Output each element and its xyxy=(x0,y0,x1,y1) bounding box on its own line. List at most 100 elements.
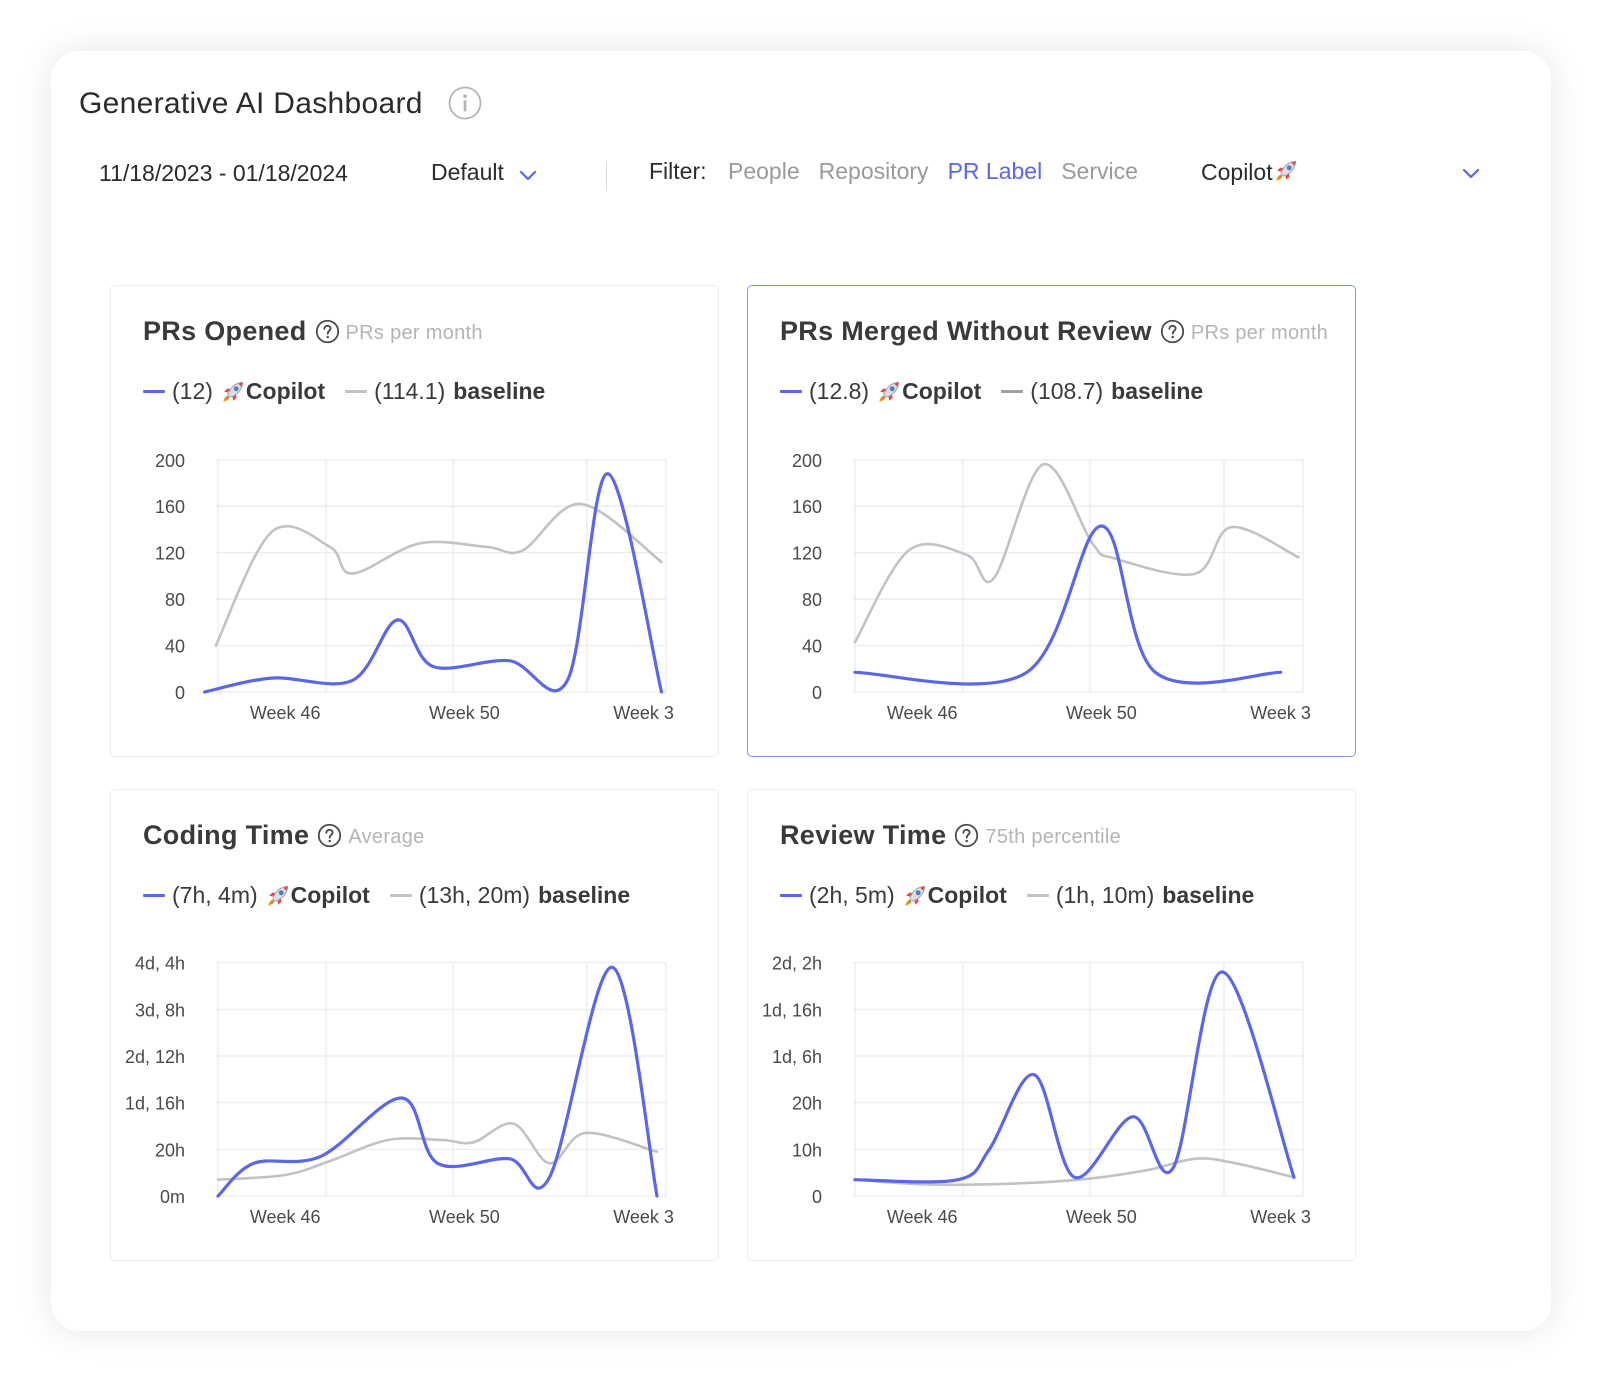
filter-tab-repository[interactable]: Repository xyxy=(818,158,929,184)
legend-swatch xyxy=(389,894,412,897)
series-line-copilot xyxy=(203,472,664,694)
y-tick-label: 200 xyxy=(155,451,185,471)
filter-value-dropdown[interactable]: Copilot xyxy=(1201,159,1298,186)
filter-tabs: People Repository PR Label Service xyxy=(728,158,1138,185)
rocket-icon xyxy=(1274,159,1298,183)
line-chart-prs-merged-without-review: 0 40 80 120 160 200 Week 46 Week 50 Week 3 xyxy=(792,451,1311,723)
legend-swatch xyxy=(1026,894,1049,897)
x-tick-label: Week 3 xyxy=(613,1207,674,1227)
y-tick-label: 200 xyxy=(792,451,822,471)
y-tick-label: 80 xyxy=(802,590,822,610)
y-tick-label: 20h xyxy=(792,1094,822,1114)
legend-value: (2h, 5m) xyxy=(809,882,895,908)
legend-swatch xyxy=(143,894,165,897)
card-subtitle: PRs per month xyxy=(1190,322,1329,344)
y-tick-label: 0 xyxy=(812,1187,822,1207)
chart-card-prs-merged-without-review[interactable]: PRs Merged Without Review PRs per month … xyxy=(747,285,1356,757)
y-tick-label: 120 xyxy=(792,544,822,564)
y-tick-label: 4d, 4h xyxy=(135,954,185,974)
legend-swatch xyxy=(143,390,165,393)
card-title: PRs Merged Without Review xyxy=(780,316,1152,346)
series-line-baseline xyxy=(214,502,663,647)
card-title: Review Time xyxy=(780,820,947,850)
x-tick-label: Week 50 xyxy=(429,1207,500,1227)
y-tick-label: 10h xyxy=(792,1140,822,1160)
chevron-down-icon xyxy=(518,169,538,183)
legend-swatch xyxy=(780,894,802,897)
series-line-copilot xyxy=(216,965,659,1198)
legend-value: (12) xyxy=(172,378,213,404)
y-tick-label: 2d, 12h xyxy=(125,1047,185,1067)
card-subtitle: Average xyxy=(348,826,425,848)
x-tick-label: Week 50 xyxy=(1066,703,1137,723)
y-tick-label: 1d, 6h xyxy=(772,1047,822,1067)
y-tick-label: 40 xyxy=(165,637,185,657)
legend-value: (1h, 10m) xyxy=(1055,882,1155,908)
legend-name: baseline xyxy=(1162,882,1255,908)
filter-tab-service[interactable]: Service xyxy=(1061,158,1138,184)
y-tick-label: 160 xyxy=(792,497,822,517)
legend-swatch xyxy=(345,390,368,393)
filter-tab-people[interactable]: People xyxy=(728,158,800,184)
y-tick-label: 2d, 2h xyxy=(772,954,822,974)
x-tick-label: Week 46 xyxy=(887,1207,958,1227)
legend-name: Copilot xyxy=(245,378,326,404)
legend-item-baseline[interactable]: (1h, 10m) baseline xyxy=(1026,882,1255,909)
card-header: PRs Merged Without Review PRs per month xyxy=(780,316,1328,347)
card-subtitle: 75th percentile xyxy=(985,826,1122,848)
toolbar-divider xyxy=(606,161,607,191)
x-tick-label: Week 50 xyxy=(429,703,500,723)
y-tick-label: 1d, 16h xyxy=(125,1094,185,1114)
y-tick-label: 20h xyxy=(155,1140,185,1160)
x-tick-label: Week 3 xyxy=(1250,703,1311,723)
legend-item-copilot[interactable]: (12.8) Copilot xyxy=(780,378,981,405)
card-header: Review Time 75th percentile xyxy=(780,820,1121,851)
legend-item-copilot[interactable]: (7h, 4m) Copilot xyxy=(143,882,370,909)
chart-legend: (7h, 4m) Copilot (13h, 20m) baseline xyxy=(143,882,650,909)
info-circle-icon[interactable] xyxy=(448,86,482,120)
legend-value: (12.8) xyxy=(809,378,870,404)
y-tick-label: 80 xyxy=(165,590,185,610)
legend-name: Copilot xyxy=(290,882,370,908)
dashboard-card: Generative AI Dashboard 11/18/2023 - 01/… xyxy=(51,51,1551,1331)
filter-tab-pr-label[interactable]: PR Label xyxy=(947,158,1043,184)
y-tick-label: 160 xyxy=(155,497,185,517)
series-line-baseline xyxy=(853,463,1300,644)
chart-legend: (12.8) Copilot (108.7) baseline xyxy=(780,378,1223,405)
y-tick-label: 120 xyxy=(155,544,185,564)
x-tick-label: Week 46 xyxy=(887,703,958,723)
card-header: Coding Time Average xyxy=(143,820,425,851)
x-tick-label: Week 3 xyxy=(613,703,674,723)
line-chart-prs-opened: 0 40 80 120 160 200 Week 46 Week 50 Week 3 xyxy=(155,451,674,723)
legend-item-copilot[interactable]: (12) Copilot xyxy=(143,378,325,405)
line-chart-review-time: 0 10h 20h 1d, 6h 1d, 16h 2d, 2h Week 46 Week 50… xyxy=(762,954,1311,1227)
page-title: Generative AI Dashboard xyxy=(79,87,423,120)
y-tick-label: 0m xyxy=(160,1187,185,1207)
series-line-baseline xyxy=(853,1157,1296,1187)
legend-item-baseline[interactable]: (13h, 20m) baseline xyxy=(389,882,631,909)
legend-item-baseline[interactable]: (108.7) baseline xyxy=(1001,378,1203,405)
legend-name: baseline xyxy=(538,882,631,908)
legend-swatch xyxy=(780,390,802,393)
legend-value: (13h, 20m) xyxy=(418,882,531,908)
y-tick-label: 0 xyxy=(812,683,822,703)
card-header: PRs Opened PRs per month xyxy=(143,316,483,347)
chart-legend: (2h, 5m) Copilot (1h, 10m) baseline xyxy=(780,882,1274,909)
y-tick-label: 1d, 16h xyxy=(762,1000,822,1020)
preset-label: Default xyxy=(431,159,504,185)
x-tick-label: Week 50 xyxy=(1066,1207,1137,1227)
legend-item-copilot[interactable]: (2h, 5m) Copilot xyxy=(780,882,1007,909)
x-tick-label: Week 3 xyxy=(1250,1207,1311,1227)
legend-item-baseline[interactable]: (114.1) baseline xyxy=(345,378,545,405)
chevron-down-icon[interactable] xyxy=(1461,167,1481,181)
date-range-picker[interactable]: 11/18/2023 - 01/18/2024 xyxy=(99,160,348,186)
preset-dropdown[interactable]: Default xyxy=(431,159,538,186)
filter-label: Filter: xyxy=(649,158,707,184)
card-title: PRs Opened xyxy=(143,316,307,346)
chart-card-review-time: Review Time 75th percentile (2h, 5m) Cop… xyxy=(747,789,1356,1261)
legend-swatch xyxy=(1001,390,1024,393)
y-tick-label: 0 xyxy=(175,683,185,703)
card-title: Coding Time xyxy=(143,820,310,850)
legend-value: (7h, 4m) xyxy=(172,882,258,908)
legend-name: Copilot xyxy=(902,378,982,404)
